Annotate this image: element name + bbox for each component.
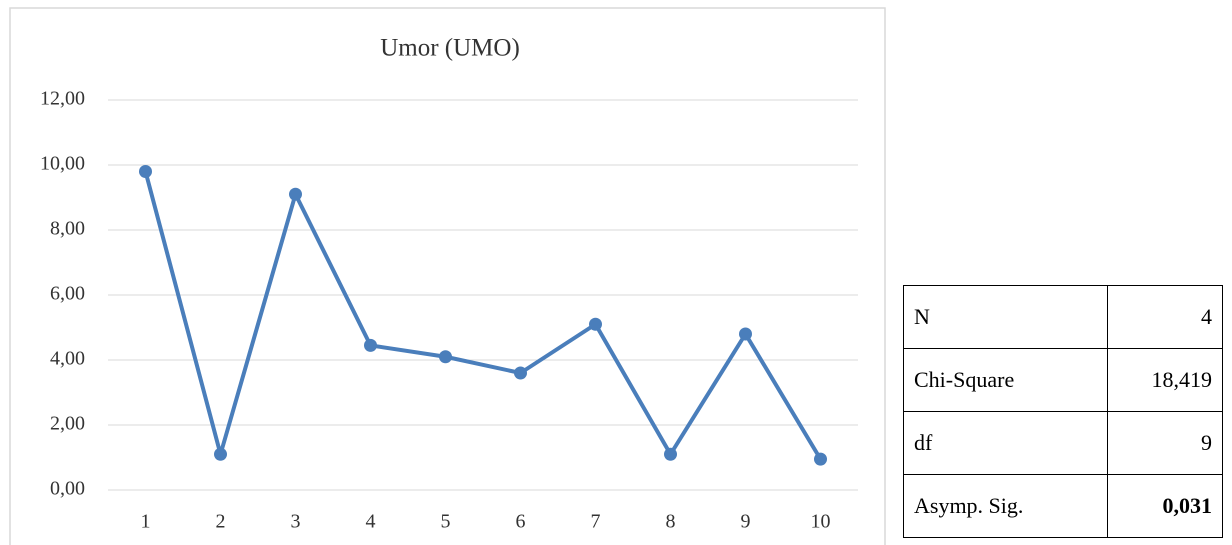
chart-title: Umor (UMO) xyxy=(380,35,520,62)
x-tick-label: 10 xyxy=(811,511,831,533)
point xyxy=(589,317,602,331)
point xyxy=(364,338,377,352)
y-tick-label: 12,00 xyxy=(40,88,85,110)
chart-frame xyxy=(9,7,886,545)
table-value: 18,419 xyxy=(1107,348,1223,412)
table-value: 4 xyxy=(1107,285,1223,349)
table-row: Asymp. Sig. 0,031 xyxy=(903,474,1223,538)
table-row: df 9 xyxy=(903,411,1223,475)
table-row: Chi-Square 18,419 xyxy=(903,348,1223,412)
x-tick-label: 5 xyxy=(441,511,451,533)
table-key: N xyxy=(903,285,1108,349)
y-tick-label: 0,00 xyxy=(50,478,85,500)
x-tick-label: 9 xyxy=(741,511,751,533)
x-tick-label: 4 xyxy=(366,511,376,533)
point xyxy=(514,366,527,380)
x-tick-label: 3 xyxy=(291,511,301,533)
point xyxy=(814,452,827,466)
y-tick-label: 8,00 xyxy=(50,218,85,240)
table-key: Asymp. Sig. xyxy=(903,474,1108,538)
y-tick-label: 4,00 xyxy=(50,348,85,370)
point xyxy=(139,165,152,178)
table-value: 9 xyxy=(1107,411,1223,475)
point xyxy=(739,327,752,341)
x-tick-label: 8 xyxy=(666,511,676,533)
x-tick-label: 2 xyxy=(216,511,226,533)
y-tick-label: 6,00 xyxy=(50,283,85,305)
table-key: df xyxy=(903,411,1108,475)
y-tick-label: 10,00 xyxy=(40,153,85,175)
chart: Umor (UMO) 0,00 2,00 4,00 6,00 8,00 10,00 12,0… xyxy=(9,7,886,545)
y-tick-label: 2,00 xyxy=(50,413,85,435)
stats-table: N 4 Chi-Square 18,419 df 9 Asymp. Sig. 0,031 xyxy=(903,285,1223,538)
point xyxy=(439,350,452,364)
table-key: Chi-Square xyxy=(903,348,1108,412)
point xyxy=(664,447,677,461)
x-tick-label: 7 xyxy=(591,511,601,533)
x-tick-label: 6 xyxy=(516,511,526,533)
table-value: 0,031 xyxy=(1107,474,1223,538)
x-tick-label: 1 xyxy=(141,511,151,533)
series-line xyxy=(143,170,823,461)
point xyxy=(214,447,227,461)
point xyxy=(289,187,302,201)
